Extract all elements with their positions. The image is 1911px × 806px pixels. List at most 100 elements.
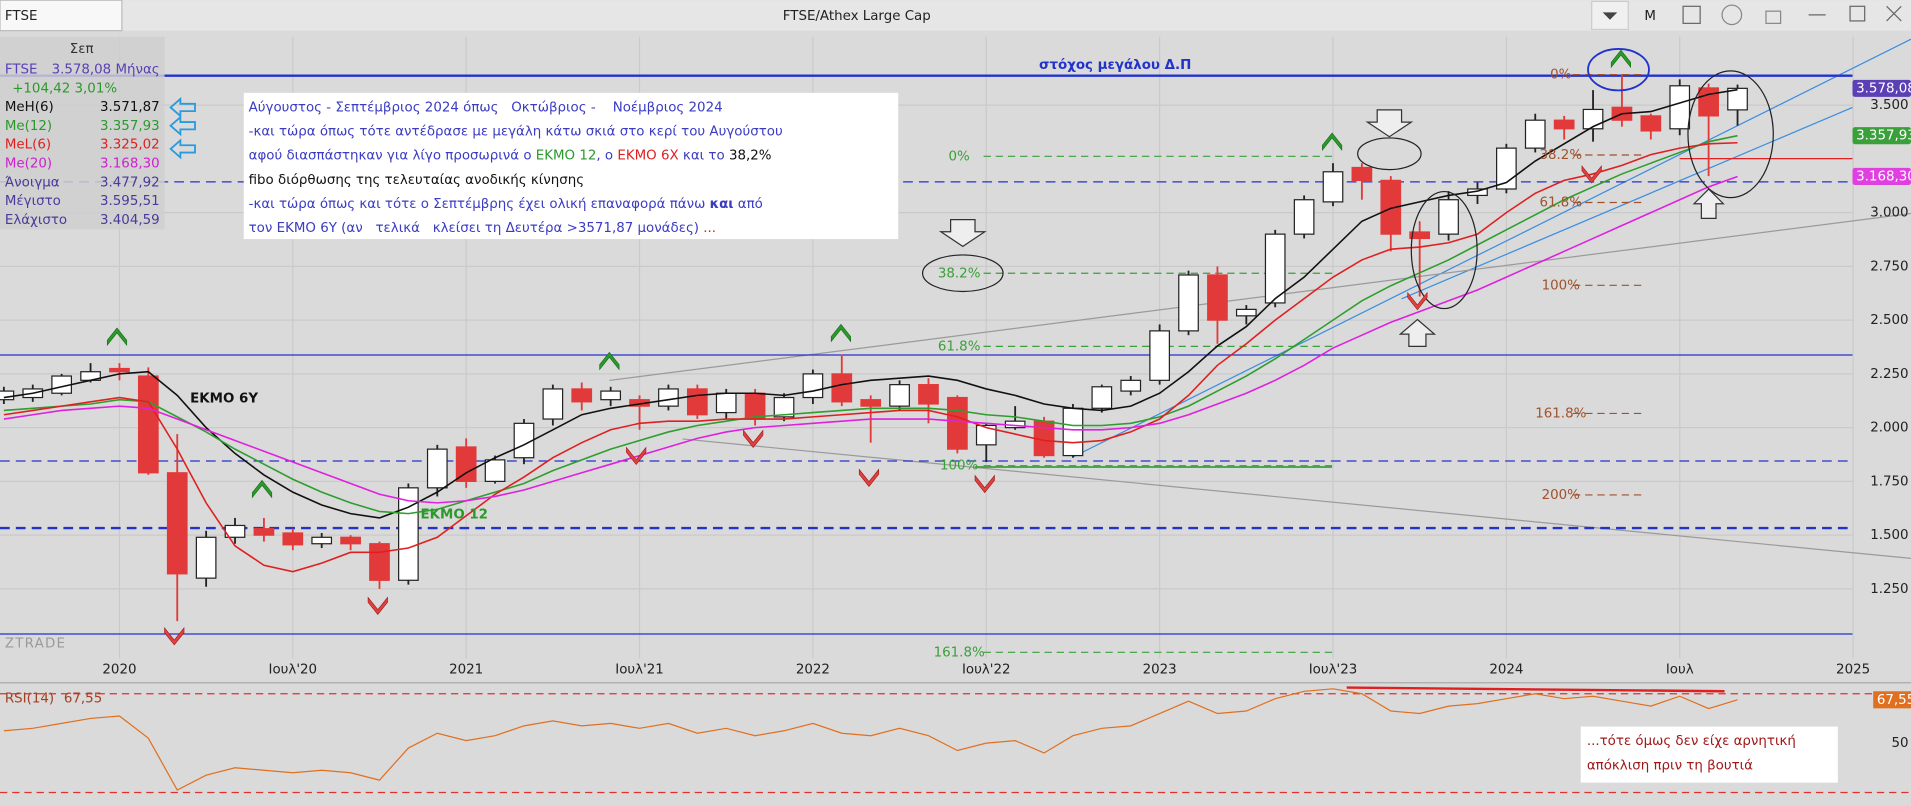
candle-body (1380, 179, 1402, 235)
note-line: -και τώρα όπως και τότε ο Σεπτέμβρης έχε… (249, 196, 763, 212)
candle-body (109, 367, 130, 373)
candle-body (658, 388, 679, 407)
rsi-value: 67,55 (64, 692, 102, 707)
note-segment: 38,2% (729, 149, 772, 164)
price-tag (1852, 167, 1911, 185)
info-text: FTSE (5, 63, 38, 78)
ellipse (1587, 48, 1650, 92)
info-box (0, 36, 165, 230)
candle-body (1640, 115, 1662, 132)
arrow-down (1365, 109, 1414, 138)
rsi-name: RSI(14) (5, 692, 54, 707)
candle-body (542, 388, 564, 420)
candle-body (744, 392, 766, 420)
header: FTSE FTSE/Athex Large Cap M (0, 0, 1911, 32)
fib-label: 0% (1550, 68, 1571, 83)
candle-body (1553, 119, 1575, 130)
candle-body (1727, 87, 1748, 111)
candle-body (195, 536, 217, 579)
candle-body (571, 388, 593, 403)
rsi-note: απόκλιση πριν τη βουτιά (1587, 758, 1753, 774)
candle-body (253, 528, 275, 536)
lock-button[interactable] (1765, 10, 1782, 24)
note-segment: και (710, 197, 734, 212)
note-segment: από (734, 196, 763, 212)
info-text: Me(12) (5, 119, 52, 134)
info-text: Μέγιστο (5, 193, 61, 209)
arrow-down (938, 218, 987, 248)
candle-body (1351, 166, 1373, 181)
fib-label: 38.2% (1540, 148, 1583, 163)
fib-label: 61.8% (1540, 196, 1583, 211)
signal-up (1322, 132, 1343, 151)
ma-line (3, 141, 1738, 573)
price-tag (1852, 127, 1911, 145)
y-tick-label: 2.750 (1870, 259, 1908, 274)
watermark: ZTRADE (5, 637, 66, 652)
x-tick-label: 2022 (796, 662, 830, 677)
comment-button[interactable] (1721, 4, 1743, 26)
fib-label: 100% (940, 459, 978, 474)
candle-body (831, 373, 853, 403)
fib-label: 100% (1542, 278, 1580, 293)
annotation: ΕΚΜΟ 12 (420, 508, 488, 523)
x-tick-label: Ιουλ'20 (269, 662, 318, 677)
x-tick-label: 2021 (449, 662, 483, 677)
info-text: 3.477,92 (100, 175, 160, 190)
signal-down (858, 468, 880, 487)
info-text: 3.325,02 (100, 138, 160, 153)
overlays: στόχος μεγάλου Δ.Π ΕΚΜΟ 6Υ ΕΚΜΟ 12 ZTRAD… (5, 48, 1774, 660)
info-arrows (169, 96, 196, 160)
y-tick-label: 3.500 (1870, 98, 1908, 113)
candle-body (137, 375, 159, 474)
candle-body (398, 487, 419, 581)
price-tag-label: 3.168,30 (1856, 169, 1911, 184)
rsi-tag-label: 67,55 (1877, 693, 1911, 708)
rsi-note-box (1580, 726, 1838, 783)
note-segment: fibo διόρθωσης της τελευταίας ανοδικής κ… (249, 172, 584, 188)
info-text: 3.168,30 (100, 157, 160, 172)
x-tick-label: 2024 (1489, 662, 1523, 677)
candle-body (686, 388, 708, 416)
annotation: στόχος μεγάλου Δ.Π (1039, 57, 1191, 73)
candle-body (1698, 87, 1719, 117)
candle-body (340, 536, 361, 545)
layout-button[interactable] (1682, 5, 1701, 24)
restore-button[interactable] (1849, 5, 1866, 22)
info-text: Me(20) (5, 157, 52, 172)
signal-up (599, 351, 620, 371)
note-segment: ... (703, 221, 716, 236)
candle-body (1322, 171, 1344, 203)
trend-line (1072, 38, 1911, 458)
info-text: 3.595,51 (100, 194, 160, 209)
rsi-panel: 50 RSI(14) 67,55 67,55 (0, 686, 1911, 794)
candle-body (1091, 386, 1113, 409)
info-text: MeH(6) (5, 100, 54, 115)
signal-down (974, 474, 995, 494)
ma-line (3, 175, 1738, 504)
rsi-tag (1873, 691, 1911, 709)
axes: 1.250 1.500 1.750 2.000 2.250 2.500 2.750 3.000… (102, 79, 1911, 677)
trend-line (609, 212, 1911, 382)
y-tick-label: 1.750 (1870, 474, 1908, 489)
note-line: Αύγουστος - Σεπτέμβριος 2024 όπως Οκτώβρ… (249, 99, 723, 115)
mode-button[interactable]: M (1644, 9, 1656, 24)
candle-body (918, 384, 939, 405)
symbol[interactable]: FTSE (5, 9, 38, 24)
fib-label: 161.8% (1535, 406, 1586, 421)
ellipse (1410, 190, 1478, 310)
signal-down (1407, 291, 1428, 311)
x-tick-label: Ιουλ'21 (615, 662, 664, 677)
candle-body (426, 448, 448, 489)
arrow-up (1398, 318, 1437, 347)
close-button[interactable] (1886, 5, 1902, 22)
note-segment: ΕΚΜΟ 12 (536, 149, 597, 164)
y-tick-label: 1.500 (1870, 528, 1908, 543)
candle-body (802, 373, 824, 399)
symbol-input[interactable] (0, 0, 123, 32)
rsi-note: ...τότε όμως δεν είχε αρνητική (1587, 733, 1796, 749)
signal-down (1581, 165, 1602, 184)
rsi-title: RSI(14) 67,55 (5, 692, 102, 707)
info-text: 3.357,93 (100, 119, 160, 134)
